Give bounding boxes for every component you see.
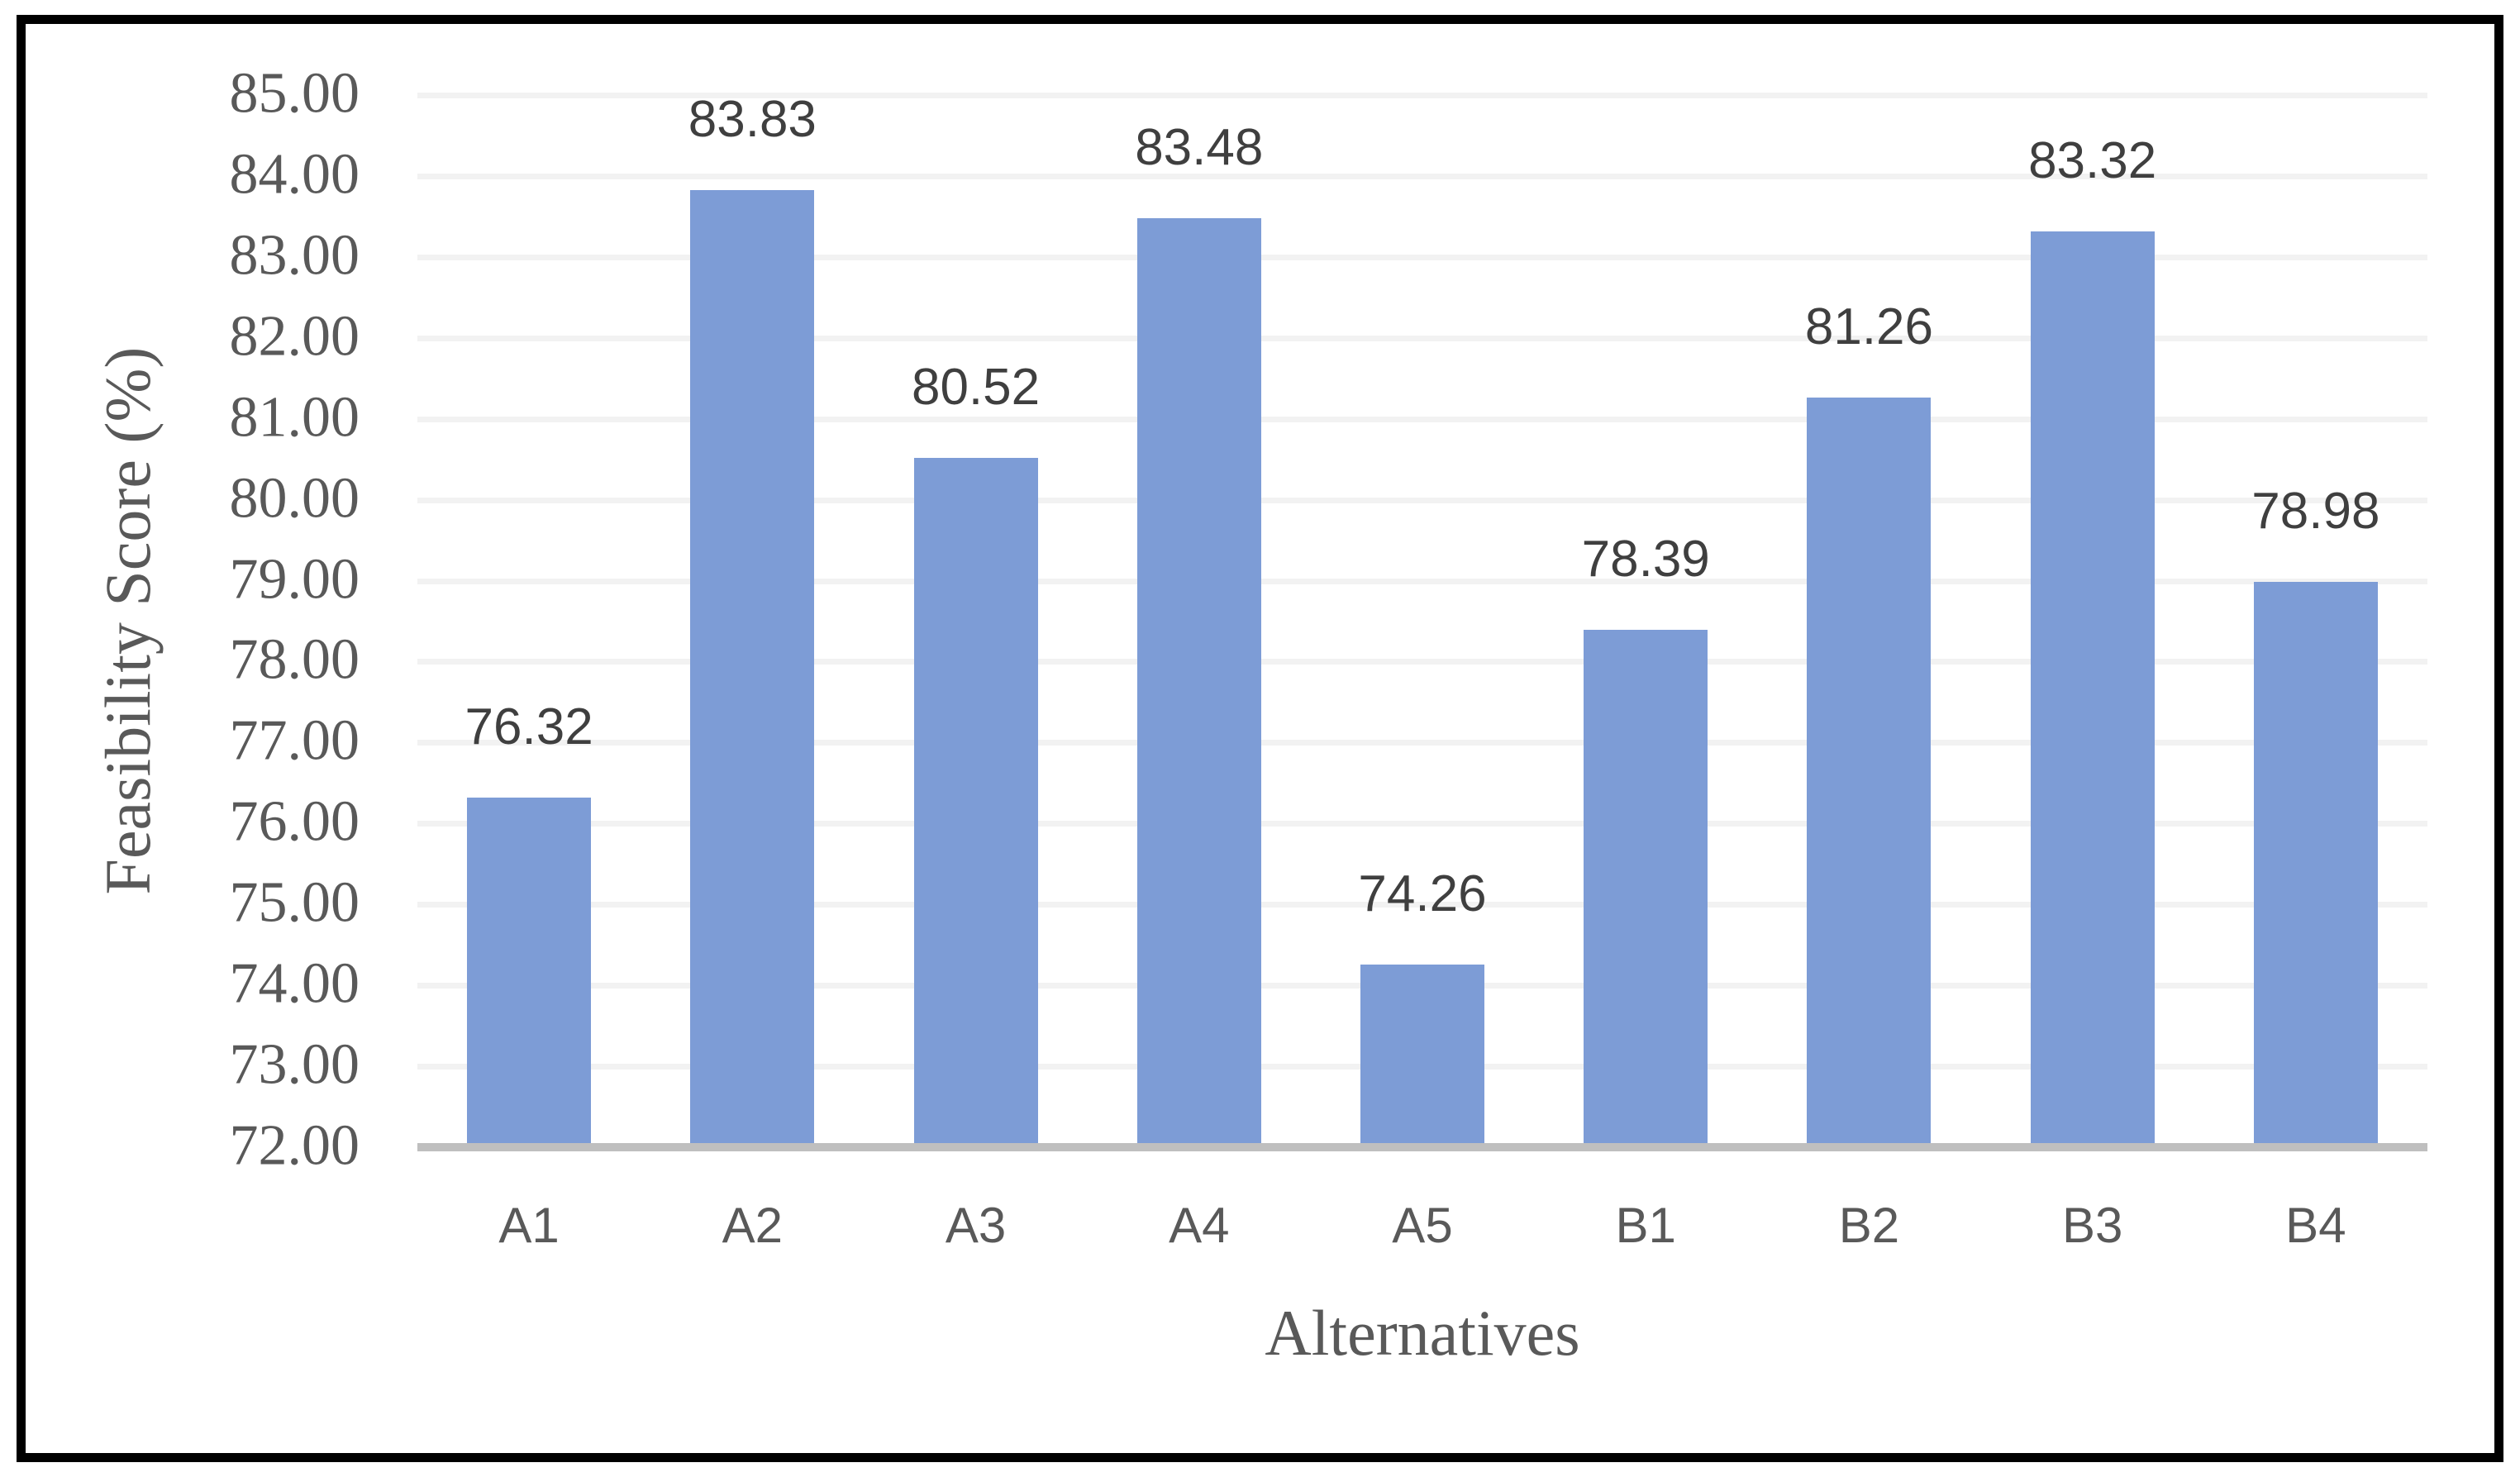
gridline-84.00 [417, 173, 2427, 179]
y-tick-77.00: 77.00 [229, 708, 360, 773]
y-tick-76.00: 76.00 [229, 789, 360, 854]
bar-A4 [1136, 217, 1261, 1147]
bar-A5 [1360, 964, 1484, 1147]
x-axis-line [417, 1143, 2427, 1151]
x-tick-A4: A4 [1169, 1198, 1230, 1253]
y-tick-81.00: 81.00 [229, 385, 360, 450]
data-label-A4: 83.48 [1135, 118, 1264, 176]
bar-B4 [2253, 582, 2378, 1147]
gridline-75.00 [417, 902, 2427, 908]
x-tick-A2: A2 [722, 1198, 784, 1253]
gridline-78.00 [417, 659, 2427, 665]
gridline-79.00 [417, 578, 2427, 584]
bar-A1 [467, 797, 592, 1147]
gridline-80.00 [417, 497, 2427, 503]
y-tick-74.00: 74.00 [229, 951, 360, 1016]
data-label-B3: 83.32 [2028, 131, 2157, 189]
data-label-A2: 83.83 [688, 90, 817, 148]
y-tick-79.00: 79.00 [229, 546, 360, 611]
data-label-B1: 78.39 [1581, 531, 1710, 588]
y-tick-82.00: 82.00 [229, 304, 360, 369]
data-label-A1: 76.32 [464, 698, 593, 755]
gridline-76.00 [417, 821, 2427, 827]
x-tick-A5: A5 [1392, 1198, 1453, 1253]
x-axis-title: Alternatives [1265, 1297, 1580, 1369]
y-tick-78.00: 78.00 [229, 627, 360, 692]
y-tick-83.00: 83.00 [229, 223, 360, 288]
data-label-B2: 81.26 [1804, 298, 1934, 356]
gridline-83.00 [417, 254, 2427, 260]
y-tick-85.00: 85.00 [229, 61, 360, 126]
plot-area [417, 93, 2427, 1151]
data-label-A3: 80.52 [911, 358, 1041, 416]
x-tick-A3: A3 [945, 1198, 1007, 1253]
bar-A2 [690, 189, 815, 1147]
gridline-82.00 [417, 335, 2427, 341]
x-tick-B1: B1 [1615, 1198, 1676, 1253]
gridline-77.00 [417, 740, 2427, 746]
y-axis-title: Feasibility Score (%) [92, 346, 164, 895]
x-tick-B2: B2 [1838, 1198, 1900, 1253]
x-tick-B3: B3 [2061, 1198, 2123, 1253]
y-tick-80.00: 80.00 [229, 466, 360, 531]
y-tick-73.00: 73.00 [229, 1032, 360, 1097]
bar-B1 [1584, 630, 1708, 1147]
y-tick-75.00: 75.00 [229, 870, 360, 935]
bar-B3 [2030, 231, 2155, 1147]
data-label-A5: 74.26 [1358, 865, 1487, 922]
bar-B2 [1807, 398, 1932, 1147]
bar-A3 [913, 457, 1038, 1147]
x-tick-B4: B4 [2285, 1198, 2346, 1253]
y-tick-72.00: 72.00 [229, 1113, 360, 1178]
y-tick-84.00: 84.00 [229, 142, 360, 207]
gridline-81.00 [417, 416, 2427, 422]
data-label-B4: 78.98 [2251, 483, 2380, 541]
x-tick-A1: A1 [498, 1198, 560, 1253]
gridline-85.00 [417, 93, 2427, 98]
